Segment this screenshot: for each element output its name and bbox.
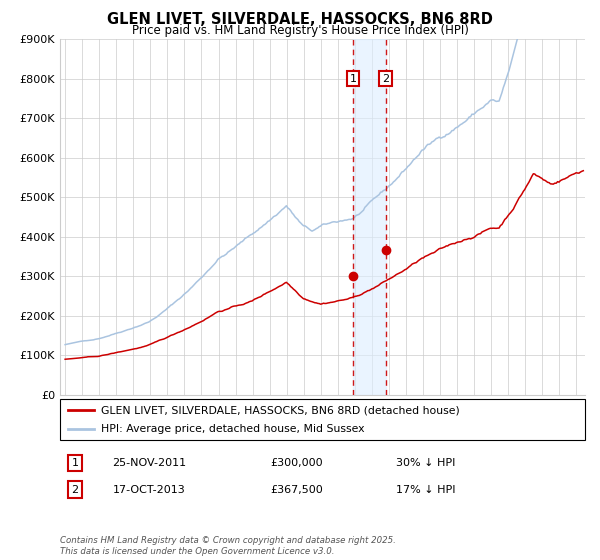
Text: Contains HM Land Registry data © Crown copyright and database right 2025.
This d: Contains HM Land Registry data © Crown c… <box>60 536 396 556</box>
Text: 1: 1 <box>350 74 356 83</box>
Text: 17-OCT-2013: 17-OCT-2013 <box>113 484 185 494</box>
Text: £367,500: £367,500 <box>270 484 323 494</box>
Text: 17% ↓ HPI: 17% ↓ HPI <box>396 484 455 494</box>
Bar <box>353 39 386 395</box>
Text: GLEN LIVET, SILVERDALE, HASSOCKS, BN6 8RD: GLEN LIVET, SILVERDALE, HASSOCKS, BN6 8R… <box>107 12 493 27</box>
Text: £300,000: £300,000 <box>270 458 323 468</box>
Text: GLEN LIVET, SILVERDALE, HASSOCKS, BN6 8RD (detached house): GLEN LIVET, SILVERDALE, HASSOCKS, BN6 8R… <box>101 405 460 415</box>
Text: 2: 2 <box>71 484 79 494</box>
Text: 30% ↓ HPI: 30% ↓ HPI <box>396 458 455 468</box>
Text: 2: 2 <box>382 74 389 83</box>
Text: 1: 1 <box>71 458 79 468</box>
Text: Price paid vs. HM Land Registry's House Price Index (HPI): Price paid vs. HM Land Registry's House … <box>131 24 469 37</box>
Text: HPI: Average price, detached house, Mid Sussex: HPI: Average price, detached house, Mid … <box>101 424 364 433</box>
Text: 25-NOV-2011: 25-NOV-2011 <box>113 458 187 468</box>
